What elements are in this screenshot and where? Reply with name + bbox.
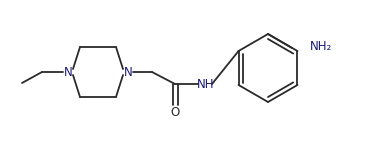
Text: NH₂: NH₂ bbox=[310, 40, 332, 54]
Text: NH: NH bbox=[197, 78, 215, 90]
Text: O: O bbox=[170, 105, 179, 118]
Text: N: N bbox=[64, 66, 73, 78]
Text: N: N bbox=[124, 66, 132, 78]
